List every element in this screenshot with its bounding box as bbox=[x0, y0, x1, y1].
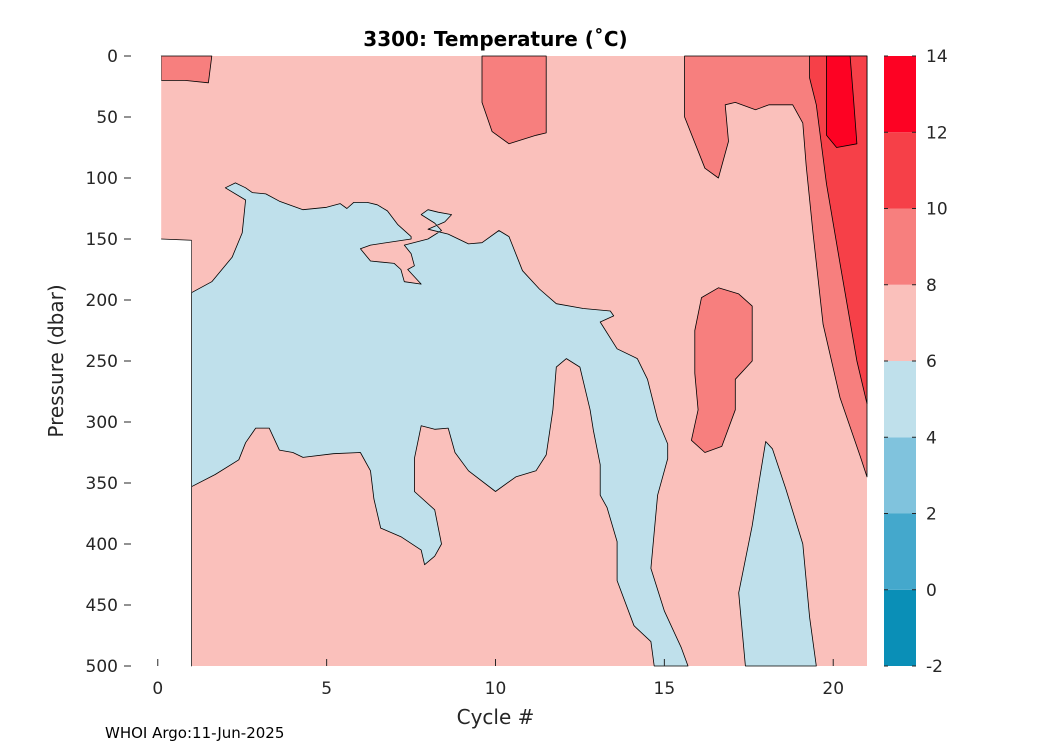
contour-region-5 bbox=[691, 287, 753, 453]
colorbar-swatch bbox=[884, 56, 916, 133]
colorbar-tick-label: 4 bbox=[926, 428, 937, 448]
colorbar-tick-label: 0 bbox=[926, 581, 937, 601]
x-tick-label: 10 bbox=[485, 679, 507, 699]
y-tick-label: 400 bbox=[86, 535, 118, 555]
x-tick-label: 15 bbox=[654, 679, 676, 699]
colorbar-tick-label: 8 bbox=[926, 276, 937, 296]
y-tick-label: 200 bbox=[86, 291, 118, 311]
no-data-edge bbox=[161, 238, 192, 241]
x-tick-label: 0 bbox=[152, 679, 163, 699]
colorbar-tick-label: -2 bbox=[926, 657, 943, 677]
colorbar: -2 0 2 4 6 8 10 12 14 bbox=[884, 47, 948, 677]
y-tick-label: 500 bbox=[86, 657, 118, 677]
y-tick-label: 350 bbox=[86, 474, 118, 494]
colorbar-swatch bbox=[884, 589, 916, 666]
y-tick-label: 300 bbox=[86, 413, 118, 433]
colorbar-tick-label: 10 bbox=[926, 200, 948, 220]
colorbar-swatch bbox=[884, 132, 916, 209]
colorbar-tick-label: 14 bbox=[926, 47, 948, 67]
y-tick-label: 50 bbox=[96, 108, 118, 128]
colorbar-swatch bbox=[884, 437, 916, 514]
x-axis-label: Cycle # bbox=[457, 705, 535, 729]
colorbar-tick-label: 6 bbox=[926, 352, 937, 372]
colorbar-swatch bbox=[884, 208, 916, 285]
x-tick-label: 5 bbox=[321, 679, 332, 699]
contour-region-4 bbox=[684, 55, 868, 478]
contour-region-0 bbox=[191, 182, 689, 667]
credit-text: WHOI Argo:11-Jun-2025 bbox=[105, 724, 285, 742]
y-tick-label: 100 bbox=[86, 169, 118, 189]
contour-region-2 bbox=[160, 55, 213, 84]
y-axis-label: Pressure (dbar) bbox=[44, 284, 68, 437]
colorbar-swatch bbox=[884, 513, 916, 590]
y-tick-label: 250 bbox=[86, 352, 118, 372]
y-tick-label: 150 bbox=[86, 230, 118, 250]
colorbar-tick-label: 12 bbox=[926, 123, 948, 143]
plot-area bbox=[124, 55, 868, 667]
y-tick-label: 450 bbox=[86, 596, 118, 616]
contour-region-1 bbox=[738, 441, 817, 667]
colorbar-tick-label: 2 bbox=[926, 505, 937, 525]
contour-region-7 bbox=[826, 55, 858, 148]
contour-region-3 bbox=[481, 55, 547, 145]
colorbar-swatch bbox=[884, 284, 916, 361]
y-axis-ticks: 0 50 100 150 200 250 300 350 400 450 500 bbox=[86, 47, 131, 677]
x-tick-label: 20 bbox=[822, 679, 844, 699]
chart-title: 3300: Temperature (˚C) bbox=[363, 27, 627, 51]
x-axis-ticks: 0 5 10 15 20 bbox=[152, 659, 844, 699]
y-tick-label: 0 bbox=[107, 47, 118, 67]
no-data-mask-0 bbox=[124, 56, 192, 666]
colorbar-swatch bbox=[884, 361, 916, 438]
